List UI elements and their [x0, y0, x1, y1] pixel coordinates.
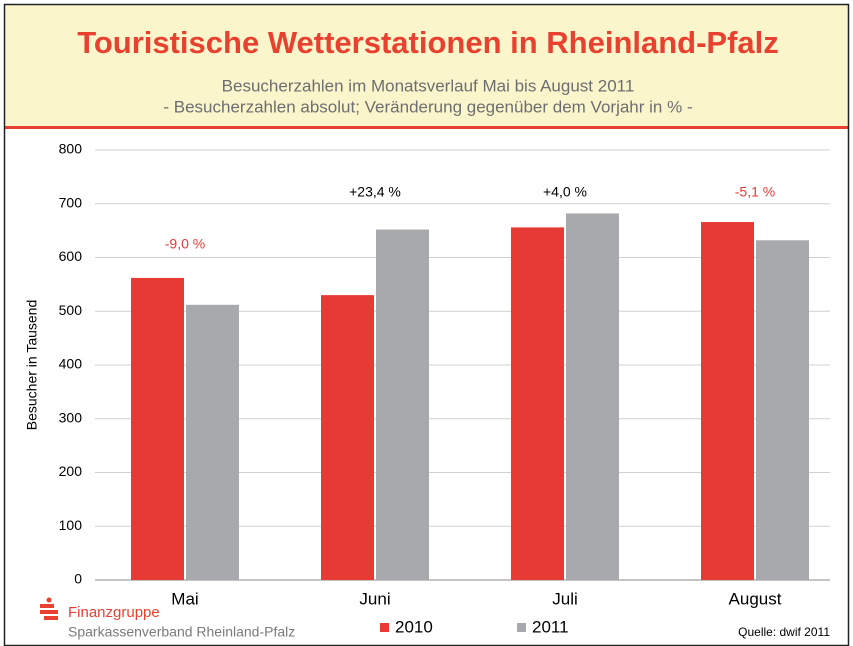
- logo-icon: [46, 597, 52, 603]
- y-tick-label: 700: [59, 194, 83, 210]
- chart-title: Touristische Wetterstationen in Rheinlan…: [77, 25, 779, 60]
- bar: [321, 295, 374, 580]
- y-tick-label: 100: [59, 517, 83, 533]
- header-rule: [5, 126, 848, 129]
- annotation: +4,0 %: [543, 184, 587, 200]
- logo-org: Sparkassenverband Rheinland-Pfalz: [68, 624, 295, 640]
- x-tick-label: Mai: [171, 589, 198, 608]
- bar: [186, 304, 239, 580]
- bar: [511, 227, 564, 580]
- header-band: [5, 5, 848, 128]
- legend-label: 2011: [532, 617, 569, 636]
- annotation: -5,1 %: [735, 184, 775, 200]
- bar: [701, 222, 754, 580]
- y-tick-label: 600: [59, 248, 83, 264]
- logo-name: Finanzgruppe: [68, 604, 160, 621]
- annotation: +23,4 %: [349, 184, 401, 200]
- y-tick-label: 300: [59, 409, 83, 425]
- x-tick-label: August: [729, 589, 782, 608]
- bar: [376, 229, 429, 581]
- y-axis-label: Besucher in Tausend: [24, 300, 40, 431]
- logo-icon: [40, 604, 58, 620]
- y-tick-label: 500: [59, 302, 83, 318]
- y-tick-label: 200: [59, 463, 83, 479]
- source: Quelle: dwif 2011: [738, 625, 830, 639]
- bar: [131, 277, 184, 580]
- legend-swatch: [517, 623, 526, 632]
- x-tick-label: Juni: [359, 589, 390, 608]
- bar: [756, 240, 809, 581]
- y-tick-label: 800: [59, 141, 83, 157]
- chart-subtitle: - Besucherzahlen absolut; Veränderung ge…: [163, 97, 692, 116]
- legend-label: 2010: [395, 617, 433, 636]
- bar: [566, 213, 619, 581]
- legend-swatch: [380, 623, 389, 632]
- chart-subtitle: Besucherzahlen im Monatsverlauf Mai bis …: [222, 76, 635, 95]
- annotation: -9,0 %: [165, 236, 205, 252]
- y-tick-label: 400: [59, 356, 83, 372]
- x-tick-label: Juli: [552, 589, 578, 608]
- y-tick-label: 0: [74, 571, 82, 587]
